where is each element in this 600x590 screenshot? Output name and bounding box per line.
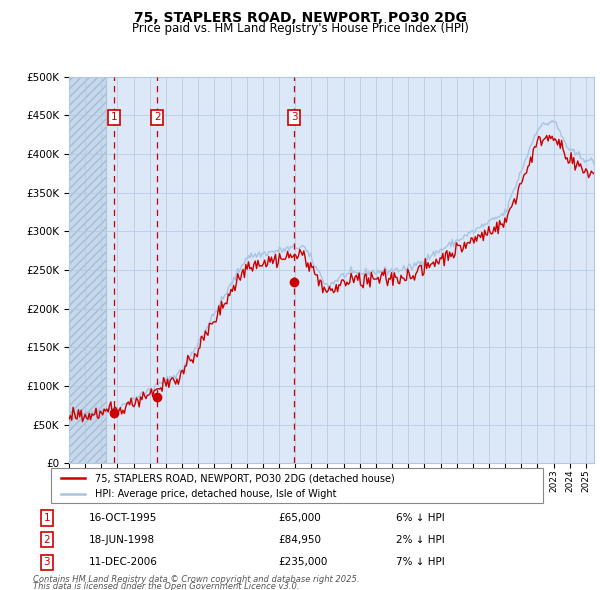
Text: 2: 2 xyxy=(44,535,50,545)
Text: This data is licensed under the Open Government Licence v3.0.: This data is licensed under the Open Gov… xyxy=(33,582,299,590)
Text: 3: 3 xyxy=(44,557,50,567)
Text: £84,950: £84,950 xyxy=(278,535,322,545)
Text: Contains HM Land Registry data © Crown copyright and database right 2025.: Contains HM Land Registry data © Crown c… xyxy=(33,575,359,584)
Text: 18-JUN-1998: 18-JUN-1998 xyxy=(89,535,155,545)
Text: HPI: Average price, detached house, Isle of Wight: HPI: Average price, detached house, Isle… xyxy=(95,489,337,499)
Text: 16-OCT-1995: 16-OCT-1995 xyxy=(89,513,157,523)
Text: 2% ↓ HPI: 2% ↓ HPI xyxy=(396,535,445,545)
Text: £235,000: £235,000 xyxy=(278,557,328,567)
Text: 75, STAPLERS ROAD, NEWPORT, PO30 2DG (detached house): 75, STAPLERS ROAD, NEWPORT, PO30 2DG (de… xyxy=(95,473,395,483)
Text: 2: 2 xyxy=(154,112,161,122)
Text: Price paid vs. HM Land Registry's House Price Index (HPI): Price paid vs. HM Land Registry's House … xyxy=(131,22,469,35)
Text: 6% ↓ HPI: 6% ↓ HPI xyxy=(396,513,445,523)
Text: 75, STAPLERS ROAD, NEWPORT, PO30 2DG: 75, STAPLERS ROAD, NEWPORT, PO30 2DG xyxy=(134,11,466,25)
Text: 3: 3 xyxy=(291,112,298,122)
Text: £65,000: £65,000 xyxy=(278,513,321,523)
Text: 1: 1 xyxy=(111,112,118,122)
Text: 7% ↓ HPI: 7% ↓ HPI xyxy=(396,557,445,567)
FancyBboxPatch shape xyxy=(51,468,543,503)
Text: 11-DEC-2006: 11-DEC-2006 xyxy=(89,557,158,567)
Text: 1: 1 xyxy=(44,513,50,523)
